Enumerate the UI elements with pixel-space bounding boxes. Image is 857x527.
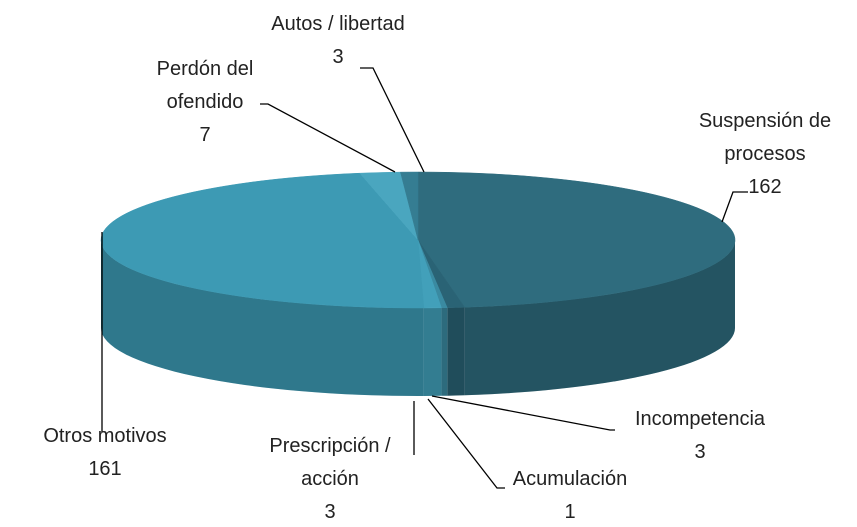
label-value: 3: [332, 46, 344, 68]
side-shade: [423, 307, 442, 396]
label-value: 7: [199, 124, 211, 146]
side-shade: [447, 307, 465, 396]
data-label: Autos / libertad 3: [228, 8, 448, 74]
leader-line: [360, 67, 425, 173]
slice-side: [447, 307, 465, 396]
label-name: Acumulación: [512, 468, 628, 490]
label-value: 161: [88, 458, 122, 480]
data-label: Acumulación 1: [485, 463, 655, 527]
slice-side: [464, 240, 735, 396]
label-name: Perdón del ofendido: [156, 58, 254, 113]
leader-line: [427, 398, 505, 489]
data-label: Prescripción / acción 3: [250, 430, 410, 527]
data-label: Perdón del ofendido 7: [138, 53, 273, 152]
leader-line: [721, 191, 748, 223]
label-name: Autos / libertad: [271, 13, 405, 35]
label-value: 1: [564, 501, 576, 523]
slice: [417, 171, 736, 308]
label-name: Otros motivos: [43, 425, 167, 447]
side-shade: [101, 240, 424, 397]
label-value: 3: [324, 501, 336, 523]
label-name: Prescripción / acción: [269, 435, 391, 490]
data-label: Suspensión de procesos 162: [680, 105, 850, 204]
label-value: 3: [694, 441, 706, 463]
label-name: Suspensión de procesos: [698, 110, 832, 165]
data-label: Incompetencia 3: [600, 403, 800, 469]
slice-side: [101, 240, 424, 397]
side-shade: [441, 307, 448, 396]
label-value: 162: [748, 176, 782, 198]
leader-line: [431, 395, 615, 431]
leader-line: [260, 103, 396, 173]
slice-side: [423, 307, 442, 396]
slice: [400, 171, 419, 241]
side-shade: [464, 240, 735, 396]
data-label: Otros motivos 161: [0, 420, 215, 486]
label-name: Incompetencia: [634, 408, 766, 430]
slice-side: [441, 307, 448, 396]
